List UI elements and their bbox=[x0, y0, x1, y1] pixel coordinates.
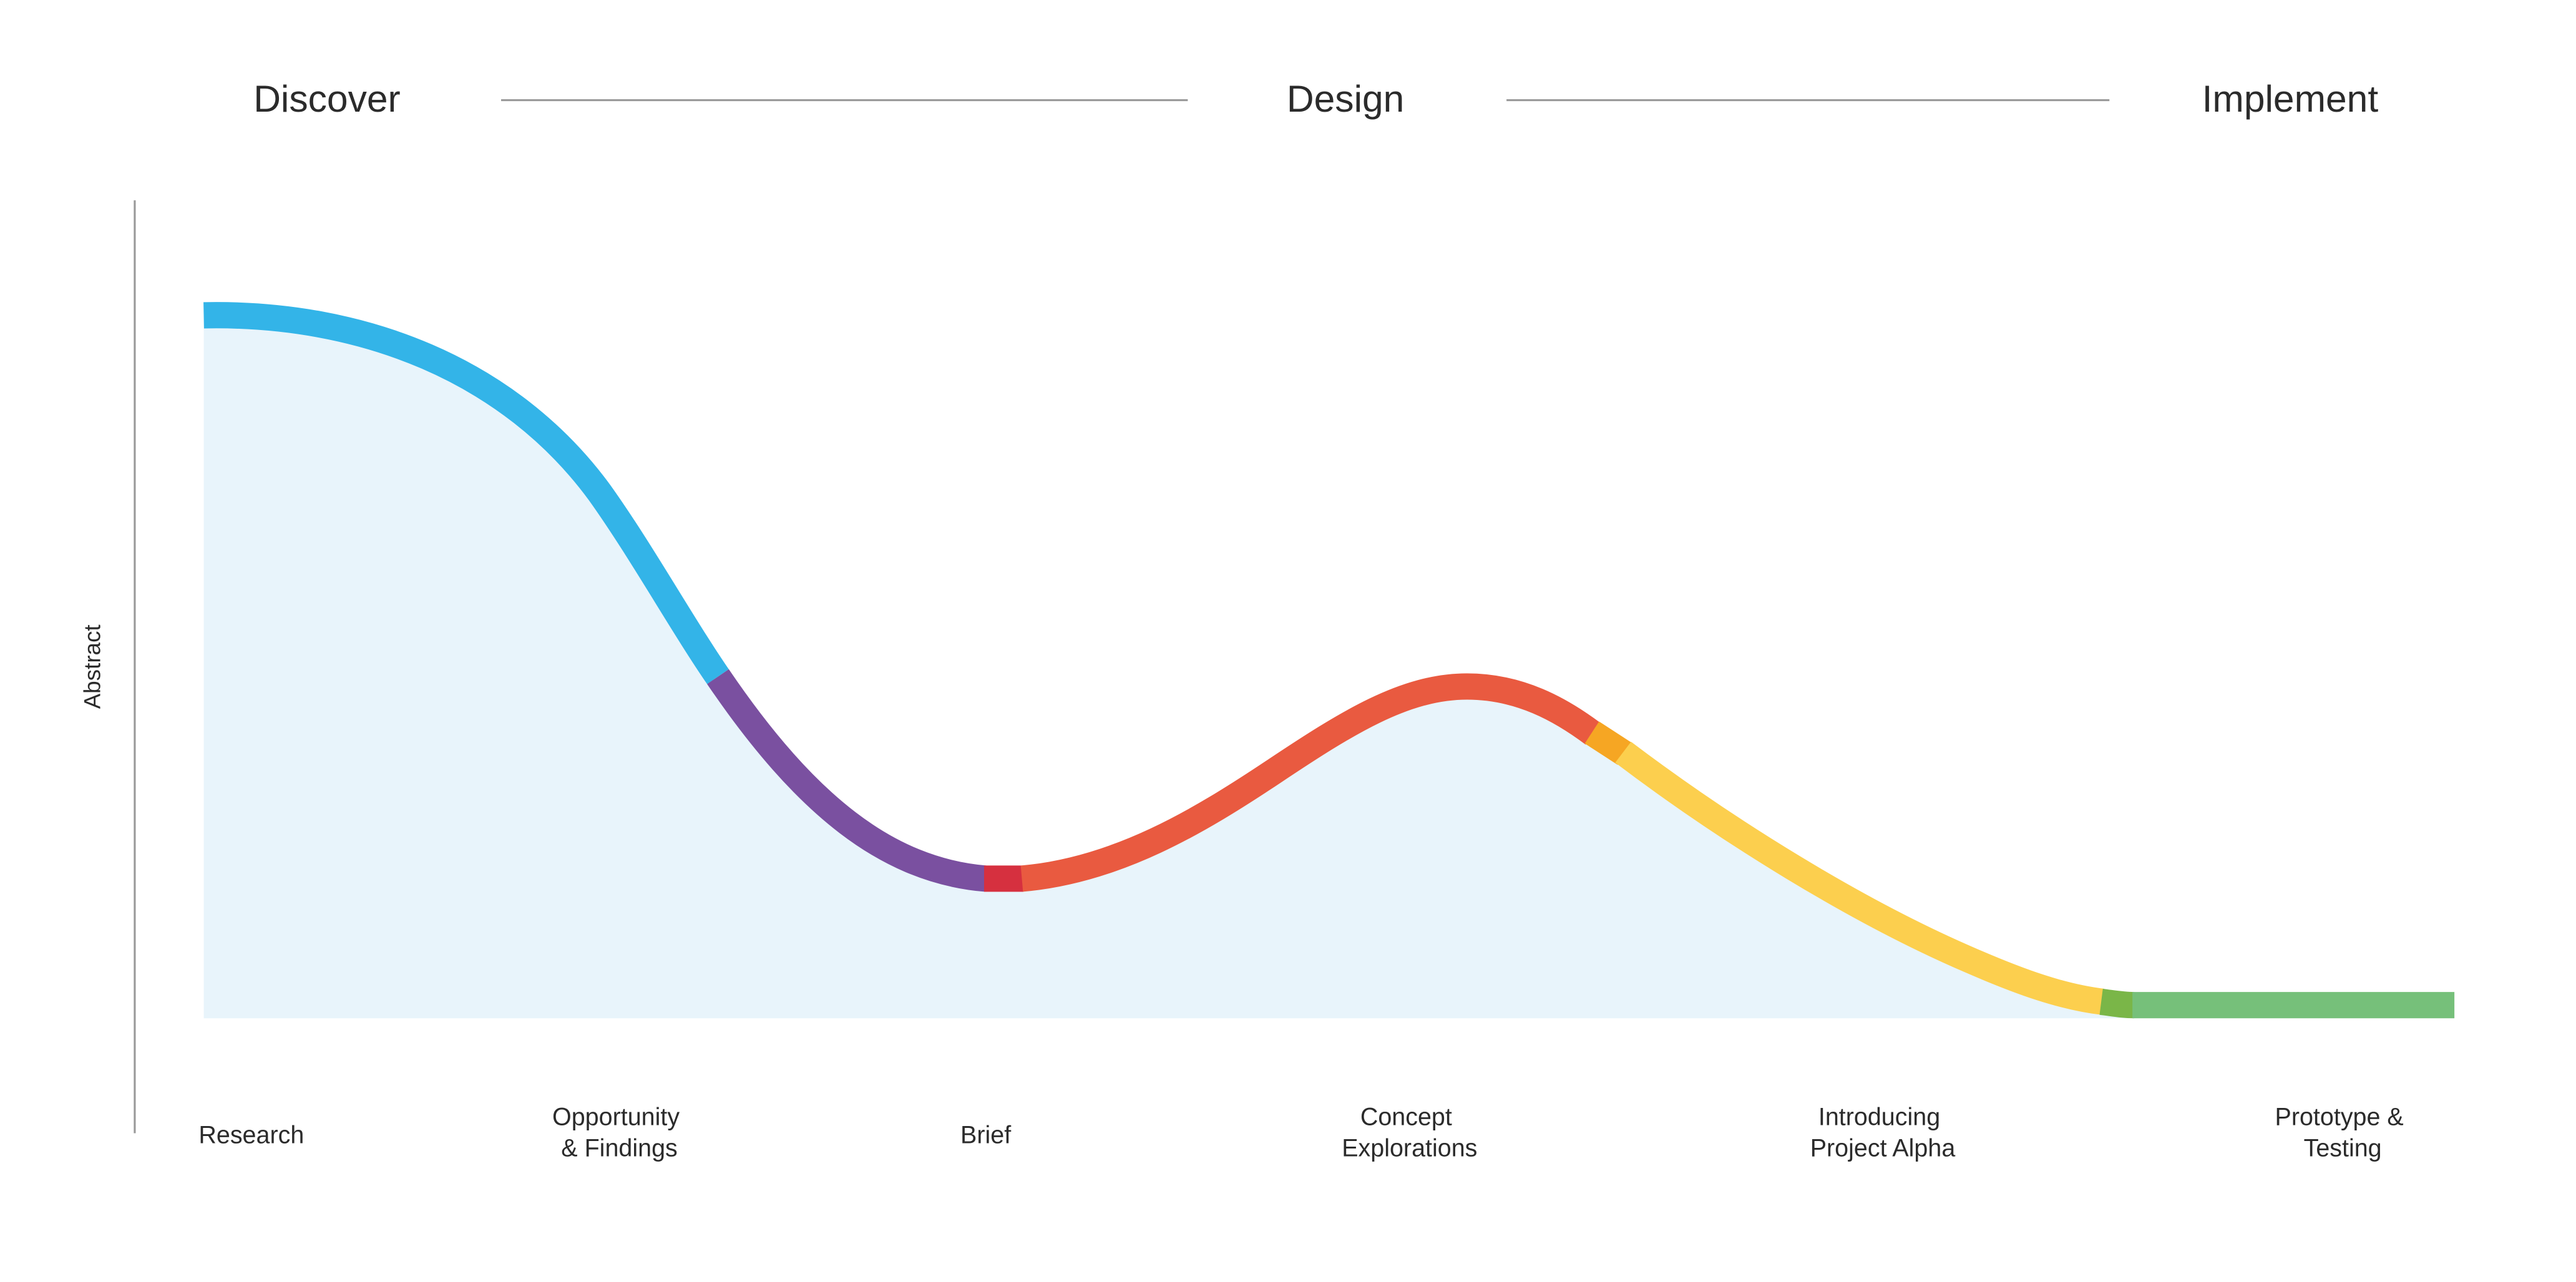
process-area bbox=[203, 315, 2133, 1019]
stage-brief: Brief bbox=[960, 1121, 1012, 1148]
stage-introducing-project-alpha: Introducing Project Alpha bbox=[1810, 1103, 1956, 1162]
segment-concept bbox=[1020, 673, 1602, 892]
segment-research bbox=[203, 302, 729, 684]
segment-prototype-start bbox=[2099, 988, 2135, 1019]
segment-transition bbox=[1584, 721, 1632, 765]
phase-implement: Implement bbox=[2202, 77, 2379, 120]
segment-findings bbox=[707, 669, 987, 892]
stage-concept-explorations: Concept Explorations bbox=[1342, 1103, 1477, 1162]
segment-alpha bbox=[1615, 741, 2105, 1015]
phase-discover: Discover bbox=[253, 77, 400, 120]
phase-design: Design bbox=[1287, 77, 1404, 120]
stage-prototype-testing: Prototype & Testing bbox=[2275, 1103, 2411, 1162]
stage-research: Research bbox=[198, 1121, 304, 1148]
y-axis-label: Abstract bbox=[80, 624, 105, 709]
stage-opportunity-findings: Opportunity & Findings bbox=[552, 1103, 686, 1162]
